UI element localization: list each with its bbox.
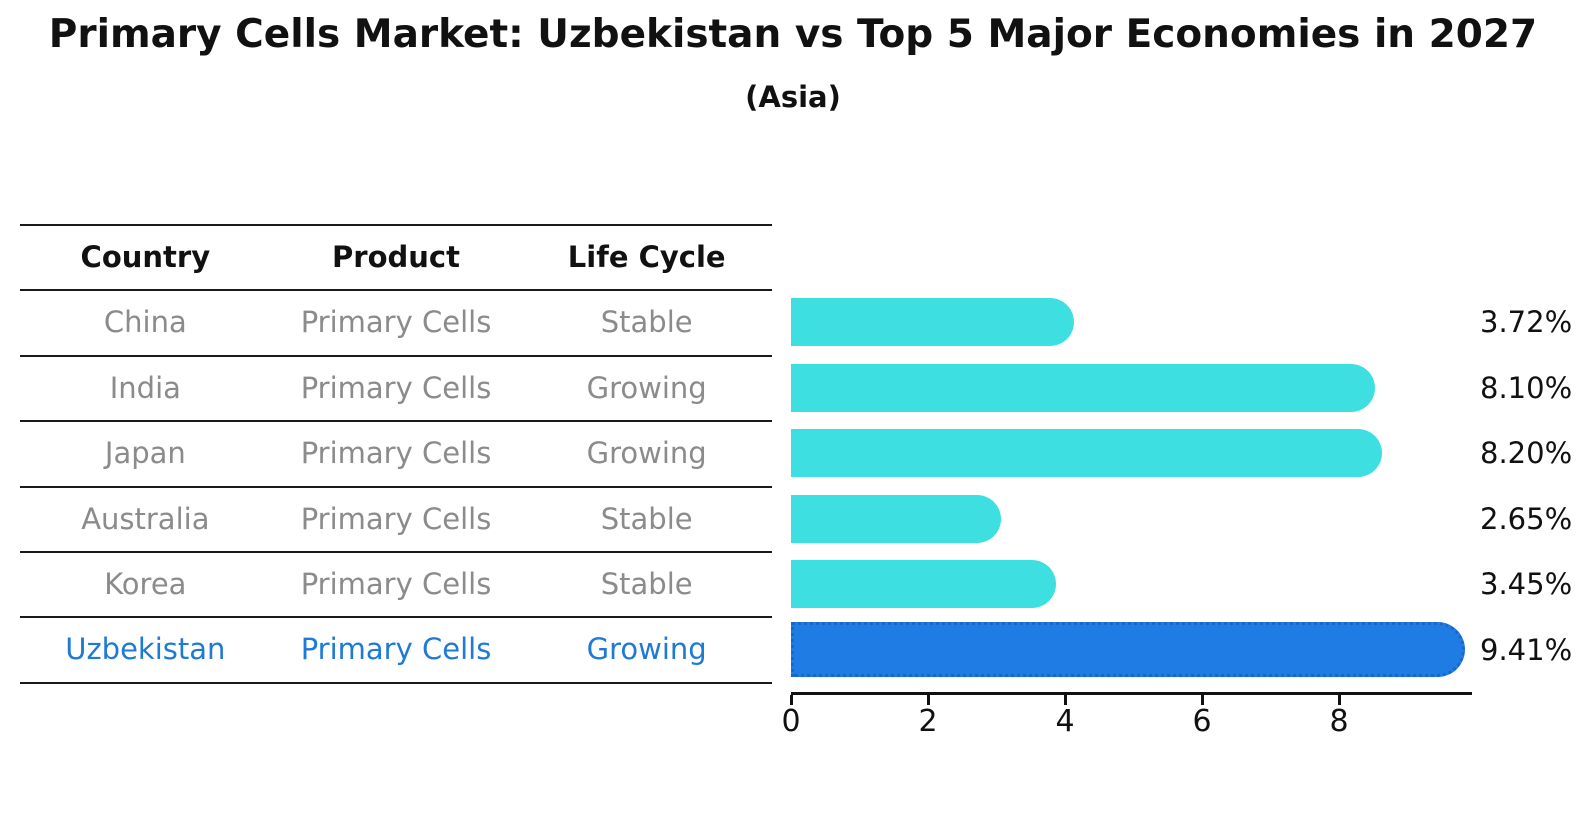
chart-subtitle: (Asia) — [745, 80, 841, 114]
bar-china — [791, 298, 1075, 346]
cell-product: Primary Cells — [300, 305, 492, 340]
value-label-korea: 3.45% — [1480, 567, 1573, 601]
bar-india — [791, 364, 1375, 412]
chart-title: Primary Cells Market: Uzbekistan vs Top … — [48, 12, 1538, 57]
x-axis-tick-label: 8 — [1329, 704, 1349, 739]
x-axis-tick — [927, 695, 930, 705]
bar-uzbekistan-highlighted — [791, 622, 1465, 677]
table-row-india: India Primary Cells Growing — [20, 357, 772, 423]
value-label-china: 3.72% — [1480, 305, 1573, 339]
cell-lifecycle: Growing — [586, 436, 707, 471]
header-cell-country: Country — [80, 240, 211, 274]
cell-country: China — [103, 305, 187, 340]
table-row-korea: Korea Primary Cells Stable — [20, 553, 772, 619]
x-axis-tick-label: 6 — [1192, 704, 1212, 739]
x-axis-tick — [790, 695, 793, 705]
table-row-china: China Primary Cells Stable — [20, 291, 772, 357]
cell-lifecycle: Stable — [600, 305, 693, 340]
cell-product: Primary Cells — [300, 566, 492, 601]
cell-country: India — [109, 370, 181, 405]
bar-korea — [791, 560, 1056, 608]
value-label-japan: 8.20% — [1480, 436, 1573, 470]
value-label-india: 8.10% — [1480, 371, 1573, 405]
x-axis-tick-label: 4 — [1055, 704, 1075, 739]
x-axis-tick — [1201, 695, 1204, 705]
cell-country: Uzbekistan — [65, 632, 226, 667]
cell-product: Primary Cells — [300, 436, 492, 471]
cell-country: Australia — [81, 501, 210, 536]
cell-product: Primary Cells — [300, 501, 492, 536]
x-axis-line — [791, 692, 1472, 695]
table-row-japan: Japan Primary Cells Growing — [20, 422, 772, 488]
cell-country: Japan — [104, 436, 186, 471]
bar-australia — [791, 495, 1001, 543]
cell-country: Korea — [104, 566, 187, 601]
table-row-uzbekistan-highlighted: Uzbekistan Primary Cells Growing — [20, 618, 772, 684]
comparison-table: Country Product Life Cycle China Primary… — [20, 224, 772, 684]
x-axis-tick-label: 0 — [781, 704, 801, 739]
cell-lifecycle: Growing — [586, 632, 707, 667]
cell-product: Primary Cells — [300, 632, 492, 667]
cell-lifecycle: Growing — [586, 370, 707, 405]
value-label-uzbekistan: 9.41% — [1480, 633, 1573, 667]
bar-japan — [791, 429, 1382, 477]
header-cell-product: Product — [332, 240, 460, 274]
cell-product: Primary Cells — [300, 370, 492, 405]
x-axis-tick — [1338, 695, 1341, 705]
value-label-australia: 2.65% — [1480, 502, 1573, 536]
x-axis-tick-label: 2 — [918, 704, 938, 739]
cell-lifecycle: Stable — [600, 501, 693, 536]
cell-lifecycle: Stable — [600, 566, 693, 601]
header-cell-lifecycle: Life Cycle — [567, 240, 726, 274]
table-row-australia: Australia Primary Cells Stable — [20, 488, 772, 553]
table-header-row: Country Product Life Cycle — [20, 226, 772, 292]
x-axis-tick — [1064, 695, 1067, 705]
